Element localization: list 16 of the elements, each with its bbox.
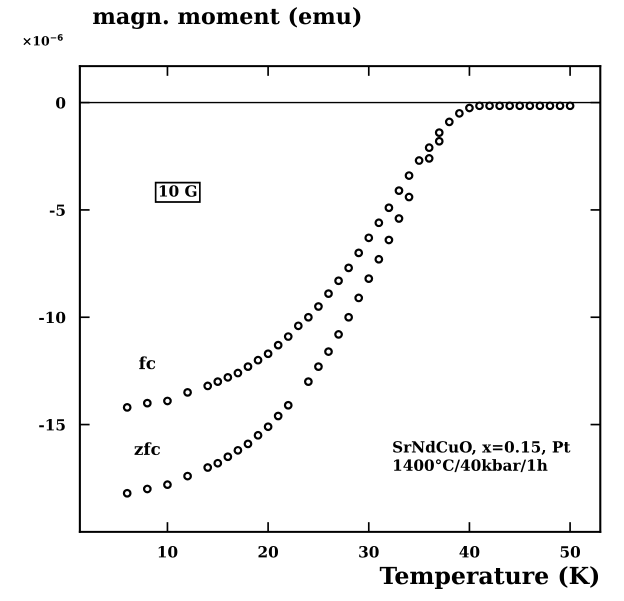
x-tick-label: 50 [560, 546, 580, 558]
text: ×10$^{−6}$ [23, 34, 63, 46]
x-tick-label: 30 [359, 546, 379, 558]
y-tick-label: -15 [39, 419, 65, 431]
x-tick-label: 20 [258, 546, 278, 558]
x-axis-title: Temperature (K) [380, 566, 598, 589]
annotation: SrNdCuO, x=0.15, Pt 1400°C/40kbar/1h [393, 440, 570, 472]
y-axis-title: magn. moment (emu) [93, 7, 360, 29]
x-tick-label: 40 [459, 546, 480, 558]
y-tick-label: -5 [50, 204, 65, 216]
series-label: fc [139, 356, 156, 370]
x-tick-label: 10 [158, 546, 178, 558]
y-tick-label: 0 [56, 97, 66, 109]
y-tick-label: -10 [39, 312, 66, 324]
series-label: zfc [134, 442, 160, 456]
annotation: 10 G [160, 185, 196, 197]
